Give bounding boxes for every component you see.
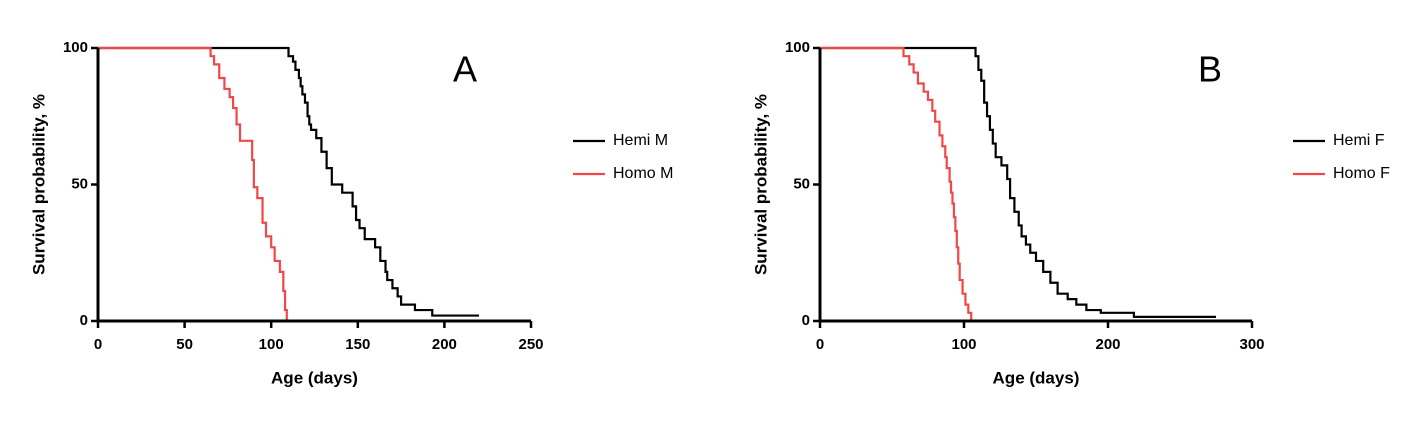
x-tick-label: 0 <box>94 336 102 353</box>
y-tick-label: 50 <box>71 175 88 192</box>
y-tick-label: 50 <box>793 175 810 192</box>
x-tick-label: 200 <box>432 336 457 353</box>
survival-curve <box>98 46 480 317</box>
x-tick-label: 50 <box>176 336 193 353</box>
x-tick-label: 200 <box>1095 336 1120 353</box>
panel-label: B <box>1198 49 1222 90</box>
x-axis-label: Age (days) <box>993 368 1080 387</box>
y-tick-label: 0 <box>802 312 810 329</box>
x-tick-label: 250 <box>518 336 543 353</box>
x-axis-label: Age (days) <box>271 368 358 387</box>
legend-label: Hemi M <box>613 132 668 149</box>
survival-curve <box>820 46 973 321</box>
survival-curve <box>98 46 288 321</box>
x-tick-label: 300 <box>1239 336 1264 353</box>
panel-label: A <box>453 49 477 90</box>
x-tick-label: 150 <box>345 336 370 353</box>
legend-label: Homo M <box>613 165 673 182</box>
x-tick-label: 100 <box>951 336 976 353</box>
legend-label: Hemi F <box>1333 132 1385 149</box>
y-tick-label: 100 <box>785 39 810 56</box>
legend-label: Homo F <box>1333 165 1390 182</box>
y-axis-label: Survival probability, % <box>29 94 48 275</box>
y-tick-label: 100 <box>63 39 88 56</box>
x-tick-label: 0 <box>816 336 824 353</box>
x-tick-label: 100 <box>259 336 284 353</box>
y-tick-label: 0 <box>80 312 88 329</box>
y-axis-label: Survival probability, % <box>751 94 770 275</box>
survival-curve <box>820 46 1216 319</box>
